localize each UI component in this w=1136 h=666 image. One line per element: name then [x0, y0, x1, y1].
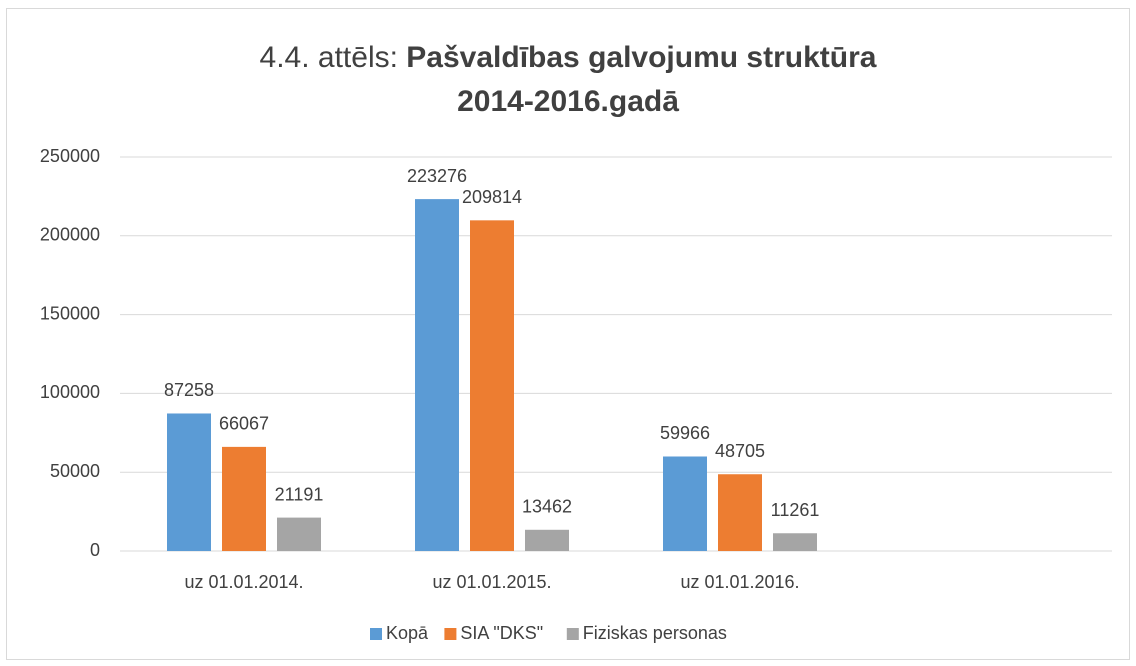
bar — [167, 413, 211, 551]
chart-title: 4.4. attēls: Pašvaldības galvojumu struk… — [0, 36, 1136, 124]
legend-swatch — [566, 628, 579, 640]
bar — [773, 533, 817, 551]
data-label: 48705 — [715, 441, 765, 461]
y-tick-label: 0 — [90, 540, 100, 560]
x-tick-label: uz 01.01.2015. — [432, 572, 551, 592]
data-label: 13462 — [522, 497, 572, 517]
legend-label: Kopā — [386, 623, 429, 643]
x-tick-label: uz 01.01.2016. — [680, 572, 799, 592]
data-label: 223276 — [407, 166, 467, 186]
data-label: 87258 — [164, 380, 214, 400]
bar — [663, 456, 707, 551]
bar — [718, 474, 762, 551]
data-label: 21191 — [275, 484, 324, 504]
title-main: Pašvaldības galvojumu struktūra 2014-201… — [406, 41, 877, 118]
y-tick-label: 250000 — [40, 146, 100, 166]
data-label: 11261 — [771, 500, 820, 520]
y-tick-label: 50000 — [50, 461, 100, 481]
legend-label: Fiziskas personas — [583, 623, 727, 643]
data-label: 59966 — [660, 423, 710, 443]
bar — [470, 220, 514, 551]
data-label: 66067 — [219, 414, 269, 434]
x-tick-label: uz 01.01.2014. — [184, 572, 303, 592]
legend-swatch — [370, 628, 382, 640]
title-prefix: 4.4. attēls: — [259, 41, 398, 74]
legend-label: SIA "DKS" — [460, 623, 543, 643]
bar — [222, 446, 266, 551]
bar — [277, 517, 321, 551]
legend-swatch — [444, 628, 457, 640]
y-tick-label: 150000 — [40, 303, 100, 323]
bar — [415, 199, 459, 552]
bar — [525, 529, 569, 551]
data-label: 209814 — [462, 187, 522, 207]
y-tick-label: 100000 — [40, 382, 100, 402]
y-tick-label: 200000 — [40, 225, 100, 245]
